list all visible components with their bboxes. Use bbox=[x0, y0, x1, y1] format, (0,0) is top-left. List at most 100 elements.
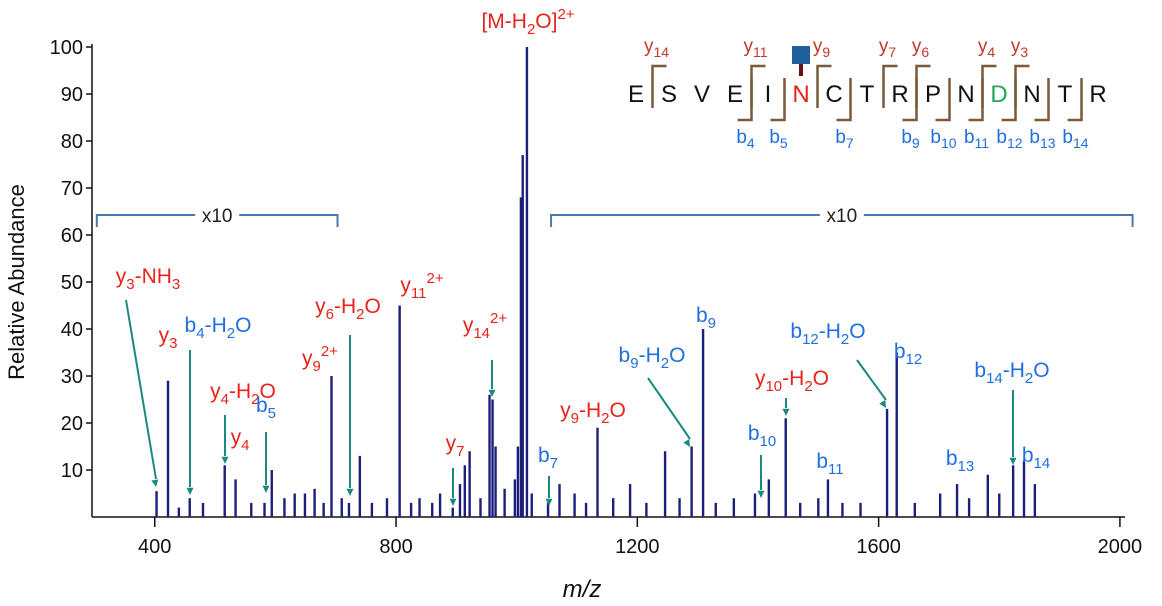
x-tick-label: 2000 bbox=[1098, 536, 1143, 558]
annotation-part: y bbox=[463, 314, 474, 337]
annotation-part: 11 bbox=[828, 461, 844, 478]
annotation-part: O bbox=[669, 344, 685, 367]
annotation-part: -H bbox=[334, 295, 356, 318]
ion-label: b14 bbox=[1062, 127, 1088, 151]
b-bracket bbox=[836, 78, 852, 122]
ion-letter: b bbox=[736, 127, 747, 148]
annotation-part: 2 bbox=[841, 331, 849, 348]
annotation-arrowhead bbox=[782, 408, 790, 416]
annotation-arrowhead bbox=[1009, 457, 1017, 465]
annotation-part: 2 bbox=[804, 378, 812, 395]
ion-letter: b bbox=[901, 127, 912, 148]
b-bracket bbox=[935, 78, 951, 122]
residue: D bbox=[990, 81, 1007, 108]
ion-number: 6 bbox=[921, 44, 929, 60]
y-tick-label: 40 bbox=[61, 319, 83, 341]
y-tick-label: 60 bbox=[61, 225, 83, 247]
peak-annotation: b5 bbox=[256, 394, 276, 422]
annotation-arrowhead bbox=[449, 498, 457, 506]
y-bracket bbox=[882, 64, 898, 108]
peak-annotation: y7 bbox=[446, 432, 465, 460]
peak-annotation: y92+ bbox=[302, 343, 338, 375]
annotation-arrowhead bbox=[879, 400, 886, 408]
annotation-part: b bbox=[1022, 444, 1034, 467]
annotation-part: b bbox=[816, 450, 828, 473]
annotation-part: 5 bbox=[268, 405, 276, 422]
b-bracket bbox=[1034, 78, 1050, 122]
residue: E bbox=[628, 81, 644, 108]
ion-number: 14 bbox=[1073, 135, 1089, 151]
peak-annotation: y9-H2O bbox=[560, 399, 626, 427]
ion-number: 13 bbox=[1040, 135, 1056, 151]
residue: E bbox=[727, 81, 743, 108]
annotation-arrow bbox=[856, 359, 887, 401]
annotation-part: 11 bbox=[411, 285, 427, 302]
ion-number: 12 bbox=[1007, 135, 1023, 151]
ion-label: y9 bbox=[813, 36, 831, 60]
annotation-part: 2 bbox=[251, 391, 259, 408]
glycan-square bbox=[792, 46, 810, 64]
peak-annotation: b11 bbox=[816, 450, 843, 478]
annotation-part: b bbox=[974, 359, 986, 382]
ion-number: 7 bbox=[846, 135, 854, 151]
annotation-part: b bbox=[256, 394, 268, 417]
ion-number: 11 bbox=[753, 44, 768, 60]
ion-letter: b bbox=[1062, 127, 1073, 148]
annotation-part: 2+ bbox=[426, 270, 443, 287]
y-tick-label: 30 bbox=[61, 366, 83, 388]
ion-letter: y bbox=[813, 36, 823, 57]
residue: R bbox=[891, 81, 908, 108]
peak-annotation: b13 bbox=[946, 447, 974, 475]
annotation-part: 2 bbox=[527, 21, 535, 38]
ion-number: 5 bbox=[780, 135, 788, 151]
annotation-part: 4 bbox=[221, 391, 229, 408]
ion-number: 4 bbox=[747, 135, 755, 151]
annotation-part: b bbox=[946, 447, 958, 470]
peak-annotation: y6-H2O bbox=[315, 295, 381, 323]
annotation-part: 9 bbox=[630, 355, 638, 372]
annotation-part: O bbox=[849, 320, 865, 343]
y-tick-label: 50 bbox=[61, 272, 83, 294]
annotation-part: y bbox=[210, 380, 221, 403]
ion-letter: y bbox=[978, 36, 988, 57]
peak-annotation: y10-H2O bbox=[755, 367, 829, 395]
ion-number: 7 bbox=[888, 44, 896, 60]
annotation-arrowhead bbox=[757, 490, 765, 498]
peak-annotation: y112+ bbox=[400, 270, 443, 302]
ion-label: b13 bbox=[1029, 127, 1055, 151]
annotation-part: -H bbox=[639, 344, 661, 367]
x-tick-label: 1600 bbox=[856, 536, 901, 558]
annotation-arrowhead bbox=[186, 487, 194, 495]
annotation-arrowhead bbox=[683, 439, 690, 447]
annotation-part: 10 bbox=[765, 378, 782, 395]
ion-letter: y bbox=[1011, 36, 1021, 57]
annotation-part: 2+ bbox=[321, 343, 338, 360]
ion-letter: y bbox=[879, 36, 889, 57]
annotation-part: 2 bbox=[356, 306, 364, 323]
b-bracket bbox=[902, 78, 918, 122]
peak-annotation: b14-H2O bbox=[974, 359, 1049, 387]
y-tick-label: 20 bbox=[61, 413, 83, 435]
ion-number: 9 bbox=[822, 44, 830, 60]
peak-annotation: b9 bbox=[696, 304, 716, 332]
annotation-part: 3 bbox=[172, 276, 180, 293]
zoom-label: x10 bbox=[202, 206, 233, 227]
peak-annotation: [M-H2O]2+ bbox=[481, 6, 574, 38]
zoom-bracket bbox=[550, 214, 1134, 227]
annotation-arrowhead bbox=[346, 488, 354, 496]
ion-letter: y bbox=[644, 36, 654, 57]
ion-letter: b bbox=[769, 127, 780, 148]
annotation-part: b bbox=[696, 304, 708, 327]
ion-label: y3 bbox=[1011, 36, 1029, 60]
peak-annotation: b14 bbox=[1022, 444, 1050, 472]
residue: N bbox=[957, 81, 974, 108]
ion-number: 4 bbox=[987, 44, 995, 60]
y-bracket bbox=[651, 64, 667, 108]
annotation-part: y bbox=[315, 295, 326, 318]
annotation-part: 4 bbox=[196, 325, 204, 342]
annotation-part: -H bbox=[579, 399, 601, 422]
annotation-part: 3 bbox=[126, 276, 134, 293]
annotation-part: y bbox=[755, 367, 766, 390]
annotation-part: b bbox=[790, 320, 802, 343]
